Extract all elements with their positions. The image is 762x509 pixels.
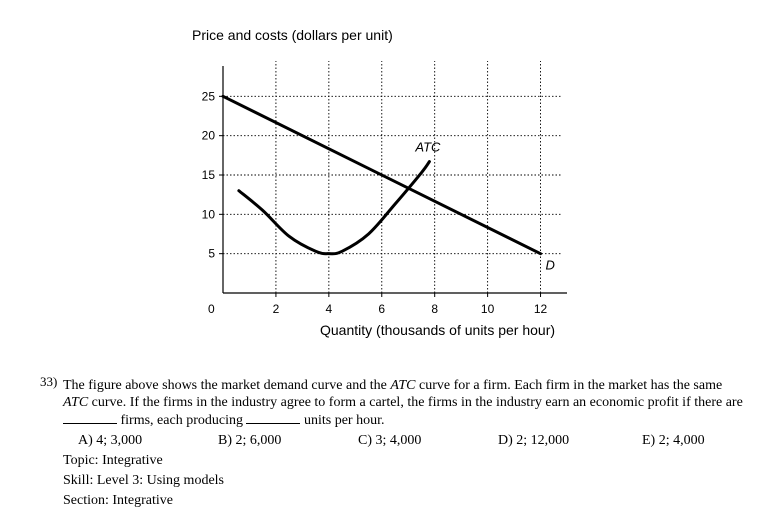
question-text-part: curve for a firm. Each firm in the marke… [415,378,723,393]
y-tick-label: 5 [208,247,215,261]
series-d-line [221,94,543,256]
question-text-part: ATC [63,395,89,410]
series-d-label: D [546,258,555,273]
answer-choice-b[interactable]: B) 2; 6,000 [218,433,282,448]
axes [222,66,567,294]
skill-line: Skill: Level 3: Using models [63,473,224,488]
question-text-part: ATC [390,378,416,393]
y-tick-label: 25 [202,89,216,103]
answer-choice-a[interactable]: A) 4; 3,000 [78,433,143,448]
y-tick-label: 10 [202,207,216,221]
section-line: Section: Integrative [63,493,174,508]
x-tick-label: 8 [431,302,438,316]
answer-blank [63,411,117,424]
topic-line: Topic: Integrative [63,453,163,468]
y-axis-title: Price and costs (dollars per unit) [192,27,393,43]
question-text-part: curve. If the firms in the industry agre… [88,395,743,410]
series: D ATC [221,94,555,273]
y-tick-label: 15 [202,168,216,182]
question-text: The figure above shows the market demand… [63,377,743,429]
tick-labels: 5 10 15 20 25 2 4 6 8 10 12 [202,89,548,316]
question-text-part: firms, each producing [117,413,247,428]
question-text-part: units per hour. [300,413,385,428]
origin-label: 0 [208,302,215,316]
answer-choice-e[interactable]: E) 2; 4,000 [642,433,705,448]
question-number: 33) [40,374,58,389]
answer-blank [246,411,301,424]
x-tick-label: 4 [326,302,333,316]
x-tick-label: 2 [273,302,280,316]
series-atc-line [237,160,431,256]
x-axis-title: Quantity (thousands of units per hour) [320,322,555,338]
x-tick-label: 6 [378,302,385,316]
chart: 5 10 15 20 25 2 4 6 8 10 12 D ATC Price and costs (… [192,27,567,338]
x-tick-label: 12 [534,302,548,316]
answer-choice-d[interactable]: D) 2; 12,000 [498,433,570,448]
x-tick-label: 10 [481,302,495,316]
answer-choice-c[interactable]: C) 3; 4,000 [358,433,422,448]
grid-lines [223,61,562,293]
y-tick-label: 20 [202,129,216,143]
series-atc-label: ATC [414,140,441,155]
question-text-part: The figure above shows the market demand… [63,378,391,393]
